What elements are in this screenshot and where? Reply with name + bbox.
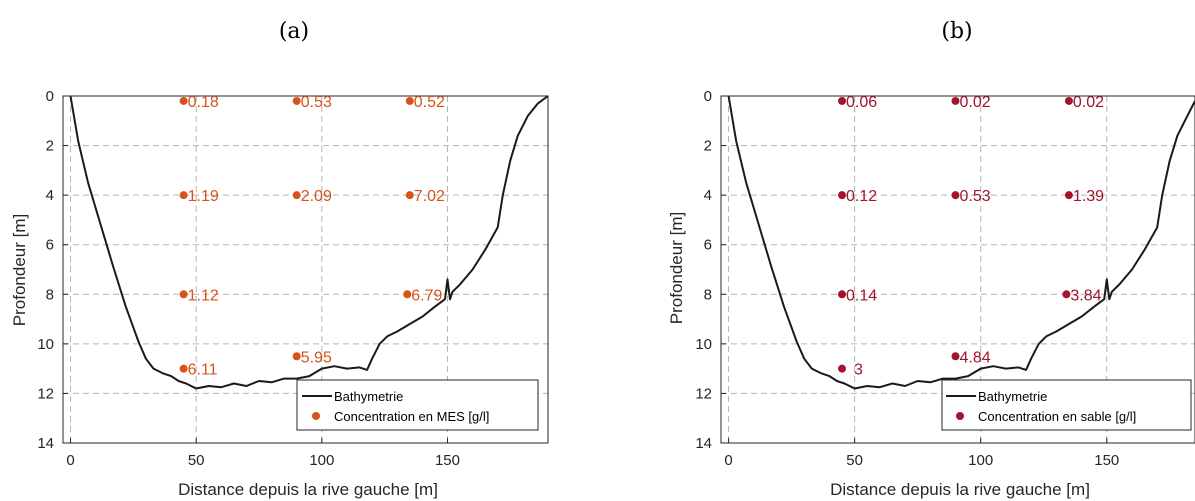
chart-panel-b: (b) 0 50 100 150 0 2 4 6 8 10 12 14 0.06 0.02 0.02 0.1…	[667, 19, 1195, 499]
concentration-value-label: 3.84	[1070, 287, 1101, 304]
x-tick-label: 100	[309, 452, 334, 469]
y-tick-label: 4	[704, 187, 712, 204]
concentration-point	[951, 191, 959, 199]
panel-label-a: (a)	[279, 19, 309, 44]
concentration-value-label: 4.84	[959, 349, 990, 366]
y-tick-label: 4	[46, 187, 54, 204]
concentration-point	[838, 191, 846, 199]
concentration-value-label: 0.14	[846, 287, 877, 304]
chart-panel-a: (a) 0 50 100 150 0 2 4 6 8 10 12 14 0.18 0.53 0.52 1.1…	[10, 19, 548, 499]
y-tick-label: 6	[704, 237, 712, 254]
concentration-value-label: 6.79	[411, 287, 442, 304]
concentration-value-label: 0.53	[301, 94, 332, 111]
concentration-value-label: 1.39	[1073, 188, 1104, 205]
concentration-point	[293, 352, 301, 360]
x-axis-title-b: Distance depuis la rive gauche [m]	[830, 480, 1090, 499]
concentration-value-label: 0.18	[188, 94, 219, 111]
x-tick-label: 150	[435, 452, 460, 469]
concentration-point	[838, 365, 846, 373]
concentration-value-label: 1.19	[188, 188, 219, 205]
concentration-value-label: 0.02	[1073, 94, 1104, 111]
concentration-point	[180, 97, 188, 105]
concentration-point	[1062, 290, 1070, 298]
legend-b: Bathymetrie Concentration en sable [g/l]	[942, 380, 1191, 430]
concentration-value-label: 0.53	[959, 188, 990, 205]
x-tick-label: 0	[66, 452, 74, 469]
legend-label-concentration-b: Concentration en sable [g/l]	[978, 409, 1136, 424]
concentration-point	[838, 290, 846, 298]
concentration-point	[951, 352, 959, 360]
legend-marker-swatch-b	[956, 412, 964, 420]
bathymetry-line	[729, 96, 1195, 389]
concentration-value-label: 6.11	[188, 362, 218, 379]
concentration-point	[406, 191, 414, 199]
y-tick-label: 14	[37, 435, 54, 452]
x-tick-label: 50	[188, 452, 205, 469]
concentration-value-label: 0.52	[414, 94, 445, 111]
concentration-value-label: 3	[854, 362, 863, 379]
y-axis-title-a: Profondeur [m]	[10, 214, 29, 326]
concentration-point	[180, 290, 188, 298]
y-tick-label: 6	[46, 237, 54, 254]
concentration-value-label: 0.06	[846, 94, 877, 111]
x-tick-label: 100	[968, 452, 993, 469]
y-tick-label: 10	[37, 336, 54, 353]
legend-marker-swatch-a	[312, 412, 320, 420]
concentration-point	[406, 97, 414, 105]
y-tick-label: 10	[695, 336, 712, 353]
y-axis-title-b: Profondeur [m]	[667, 212, 686, 324]
x-axis-title-a: Distance depuis la rive gauche [m]	[178, 480, 438, 499]
concentration-point	[1065, 97, 1073, 105]
legend-label-bathymetrie-a: Bathymetrie	[334, 389, 403, 404]
y-tick-label: 8	[46, 286, 54, 303]
concentration-point	[1065, 191, 1073, 199]
legend-a: Bathymetrie Concentration en MES [g/l]	[297, 380, 538, 430]
concentration-point	[180, 191, 188, 199]
y-tick-label: 2	[46, 138, 54, 155]
legend-label-bathymetrie-b: Bathymetrie	[978, 389, 1047, 404]
concentration-point	[293, 97, 301, 105]
x-tick-label: 150	[1094, 452, 1119, 469]
x-tick-label: 0	[724, 452, 732, 469]
concentration-point	[293, 191, 301, 199]
concentration-point	[838, 97, 846, 105]
y-tick-label: 0	[46, 88, 54, 105]
y-tick-label: 0	[704, 88, 712, 105]
y-tick-label: 14	[695, 435, 712, 452]
concentration-point	[180, 365, 188, 373]
concentration-value-label: 0.12	[846, 188, 877, 205]
bathymetry-line	[71, 96, 549, 389]
y-tick-label: 8	[704, 286, 712, 303]
y-tick-label: 12	[695, 385, 712, 402]
concentration-value-label: 0.02	[959, 94, 990, 111]
x-tick-label: 50	[846, 452, 863, 469]
concentration-value-label: 5.95	[301, 349, 332, 366]
concentration-point	[951, 97, 959, 105]
concentration-value-label: 7.02	[414, 188, 445, 205]
concentration-value-label: 1.12	[188, 287, 219, 304]
concentration-value-label: 2.09	[301, 188, 332, 205]
concentration-point	[403, 290, 411, 298]
panel-label-b: (b)	[941, 19, 972, 44]
y-tick-label: 2	[704, 138, 712, 155]
legend-label-concentration-a: Concentration en MES [g/l]	[334, 409, 489, 424]
y-tick-label: 12	[37, 385, 54, 402]
